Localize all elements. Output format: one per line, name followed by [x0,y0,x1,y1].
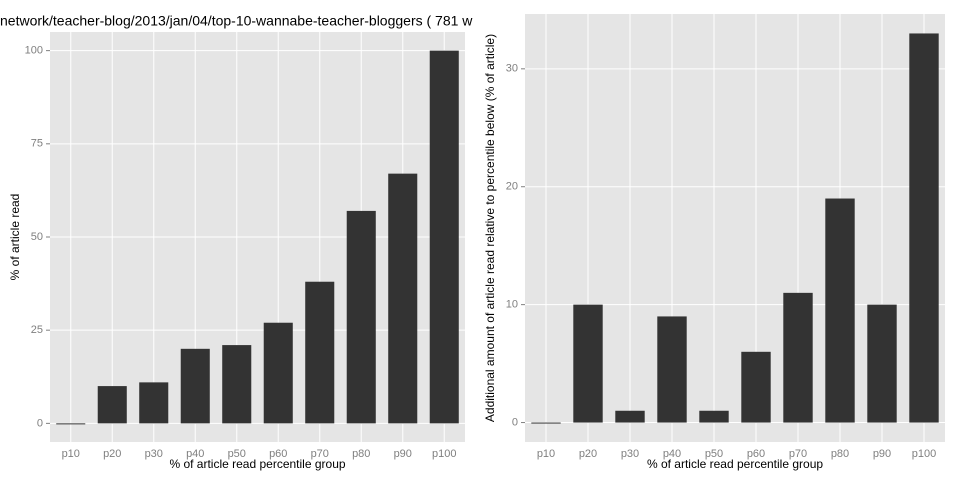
x-tick-label: p10 [537,448,555,460]
bar [222,345,252,424]
bar [263,322,293,424]
bar [97,386,127,424]
x-tick-label: p70 [789,448,807,460]
x-axis-title: % of article read percentile group [647,457,823,471]
y-tick-label: 0 [37,417,43,429]
y-tick-label: 75 [31,138,43,150]
x-tick-label: p60 [269,448,287,460]
x-tick-label: p80 [352,448,370,460]
x-tick-label: p90 [394,448,412,460]
y-tick-label: 10 [506,299,518,311]
y-tick-label: 50 [31,231,43,243]
bar [139,382,169,424]
x-tick-label: p40 [663,448,681,460]
x-tick-label: p90 [873,448,891,460]
y-tick-label: 0 [512,416,518,428]
bar [388,173,418,424]
y-tick-label: 100 [25,45,43,57]
bar [180,348,210,424]
bar [909,33,939,423]
bar [867,304,897,423]
x-tick-label: p30 [145,448,163,460]
y-tick-label: 20 [506,181,518,193]
y-axis-title: Additional amount of article read relati… [483,34,497,422]
bar [699,410,729,423]
x-tick-label: p70 [311,448,329,460]
bar [531,422,561,424]
bar [783,292,813,423]
panel-group: 0 25 50 75 100 p10 p20 p30 p40 p50 p60 p70 p80 p90 p10… [8,32,465,471]
bar [657,316,687,423]
bar [305,281,335,424]
x-tick-label: p100 [912,448,936,460]
x-axis-title: % of article read percentile group [169,457,345,471]
bar [429,50,459,424]
y-axis-title: % of article read [8,194,22,281]
x-tick-label: p100 [432,448,456,460]
x-tick-label: p60 [747,448,765,460]
bar [56,423,86,425]
x-tick-label: p40 [186,448,204,460]
x-tick-label: p50 [705,448,723,460]
chart-title: network/teacher-blog/2013/jan/04/top-10-… [0,13,473,29]
y-tick-label: 25 [31,324,43,336]
bar [825,198,855,423]
x-tick-label: p10 [62,448,80,460]
bar [573,304,603,423]
x-tick-label: p30 [621,448,639,460]
x-tick-label: p80 [831,448,849,460]
bar [615,410,645,423]
bar [741,351,771,423]
panel-group: 0 10 20 30 p10 p20 p30 p40 p50 p60 p70 p80 p90 p100 % … [483,14,945,471]
bar [346,210,376,424]
x-tick-label: p20 [579,448,597,460]
x-tick-label: p50 [228,448,246,460]
x-tick-label: p20 [103,448,121,460]
y-tick-label: 30 [506,63,518,75]
